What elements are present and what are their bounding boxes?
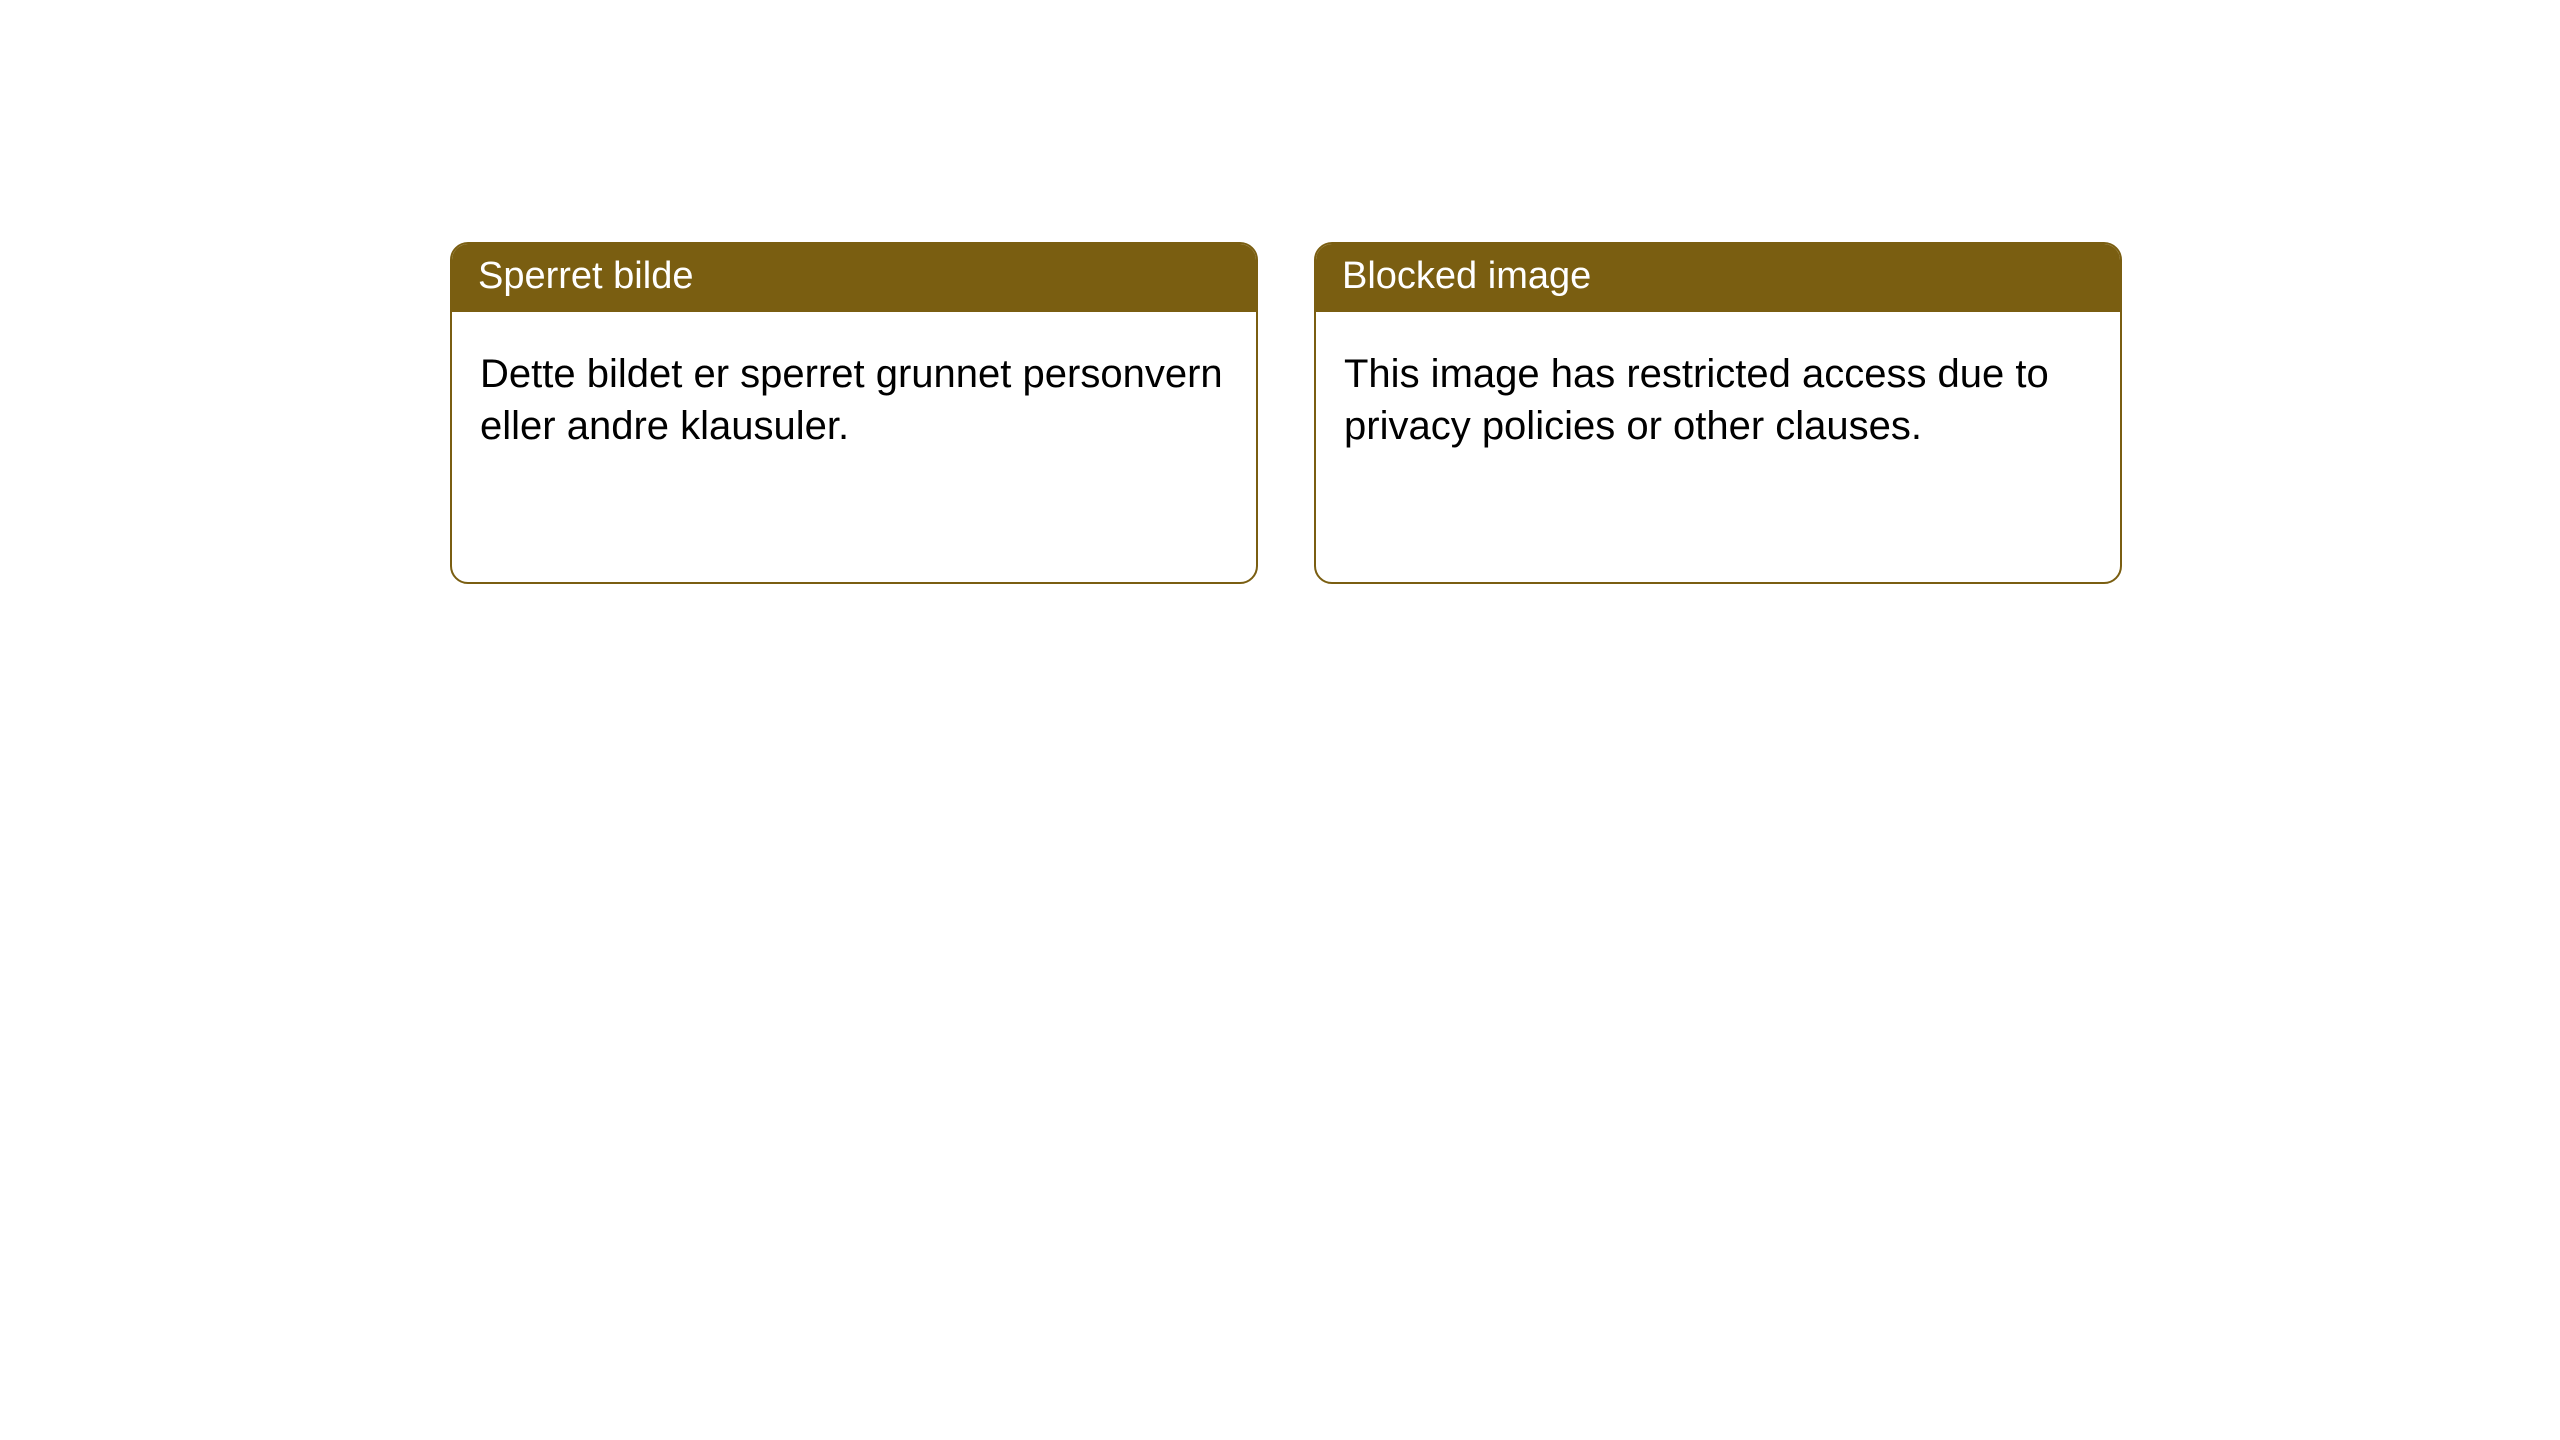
notice-body-norwegian: Dette bildet er sperret grunnet personve… — [452, 312, 1256, 582]
notice-header-norwegian: Sperret bilde — [452, 244, 1256, 312]
notice-header-english: Blocked image — [1316, 244, 2120, 312]
notice-container: Sperret bilde Dette bildet er sperret gr… — [450, 242, 2122, 584]
notice-card-english: Blocked image This image has restricted … — [1314, 242, 2122, 584]
notice-card-norwegian: Sperret bilde Dette bildet er sperret gr… — [450, 242, 1258, 584]
notice-body-english: This image has restricted access due to … — [1316, 312, 2120, 582]
